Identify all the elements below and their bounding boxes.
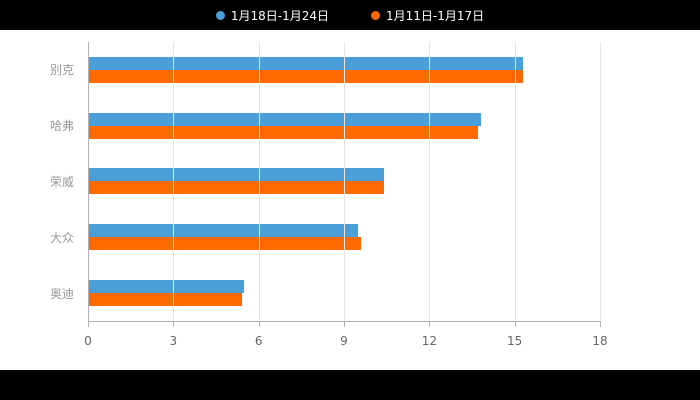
legend-item-series2[interactable]: 1月11日-1月17日 <box>371 7 484 24</box>
category-label: 大众 <box>49 230 74 245</box>
category-label: 奥迪 <box>49 286 74 301</box>
x-tick-label: 0 <box>84 334 92 348</box>
x-tick-mark <box>514 321 516 327</box>
legend: 1月18日-1月24日 1月11日-1月17日 <box>0 0 700 30</box>
x-tick-mark <box>173 321 175 327</box>
x-tick-mark <box>600 321 601 327</box>
bar-rows: 别克哈弗荣威大众奥迪 <box>50 42 600 321</box>
bar-group <box>88 168 600 195</box>
bar-group <box>88 280 600 307</box>
x-axis: 0 3 6 9 12 15 18 <box>84 332 607 350</box>
bar-group <box>88 112 600 139</box>
legend-label-series1: 1月18日-1月24日 <box>230 8 329 23</box>
legend-dot-series2-icon <box>371 10 380 20</box>
x-tick-mark <box>258 321 260 327</box>
legend-item-series1[interactable]: 1月18日-1月24日 <box>215 7 329 24</box>
gridline <box>344 42 345 321</box>
category-row: 别克 <box>50 42 600 98</box>
bar-group <box>88 56 600 83</box>
gridline <box>600 42 601 321</box>
x-tick-label: 3 <box>169 334 178 348</box>
bar-series2[interactable] <box>88 181 384 195</box>
legend-dot-series1-icon <box>215 10 225 20</box>
x-tick-label: 15 <box>507 334 523 348</box>
bar-series2[interactable] <box>88 69 524 83</box>
bar-series1[interactable] <box>88 280 245 294</box>
bar-chart: 别克哈弗荣威大众奥迪 0 3 6 9 12 15 18 <box>0 30 700 370</box>
category-row: 荣威 <box>50 154 600 210</box>
category-label: 别克 <box>49 63 74 78</box>
x-tick-mark <box>88 321 89 327</box>
x-tick-label: 9 <box>340 334 348 348</box>
bar-series2[interactable] <box>88 293 242 307</box>
gridline <box>173 42 175 321</box>
bar-series2[interactable] <box>88 125 478 139</box>
gridline <box>514 42 516 321</box>
plot-area: 别克哈弗荣威大众奥迪 <box>50 42 601 327</box>
gridline <box>258 42 260 321</box>
category-row: 大众 <box>50 209 600 265</box>
bar-series1[interactable] <box>88 168 384 182</box>
bar-series1[interactable] <box>88 224 359 238</box>
x-tick-label: 6 <box>254 334 263 348</box>
category-row: 奥迪 <box>50 265 600 321</box>
x-tick-label: 18 <box>592 334 608 348</box>
bar-series1[interactable] <box>88 56 524 70</box>
x-tick-label: 12 <box>421 334 437 348</box>
legend-label-series2: 1月11日-1月17日 <box>386 8 485 23</box>
category-label: 荣威 <box>49 174 74 189</box>
gridline <box>88 42 89 321</box>
bar-series1[interactable] <box>88 112 481 126</box>
category-label: 哈弗 <box>49 119 74 134</box>
bar-group <box>88 224 600 251</box>
x-tick-mark <box>429 321 431 327</box>
gridline <box>429 42 431 321</box>
x-tick-mark <box>344 321 345 327</box>
bar-series2[interactable] <box>88 237 362 251</box>
category-row: 哈弗 <box>50 98 600 154</box>
